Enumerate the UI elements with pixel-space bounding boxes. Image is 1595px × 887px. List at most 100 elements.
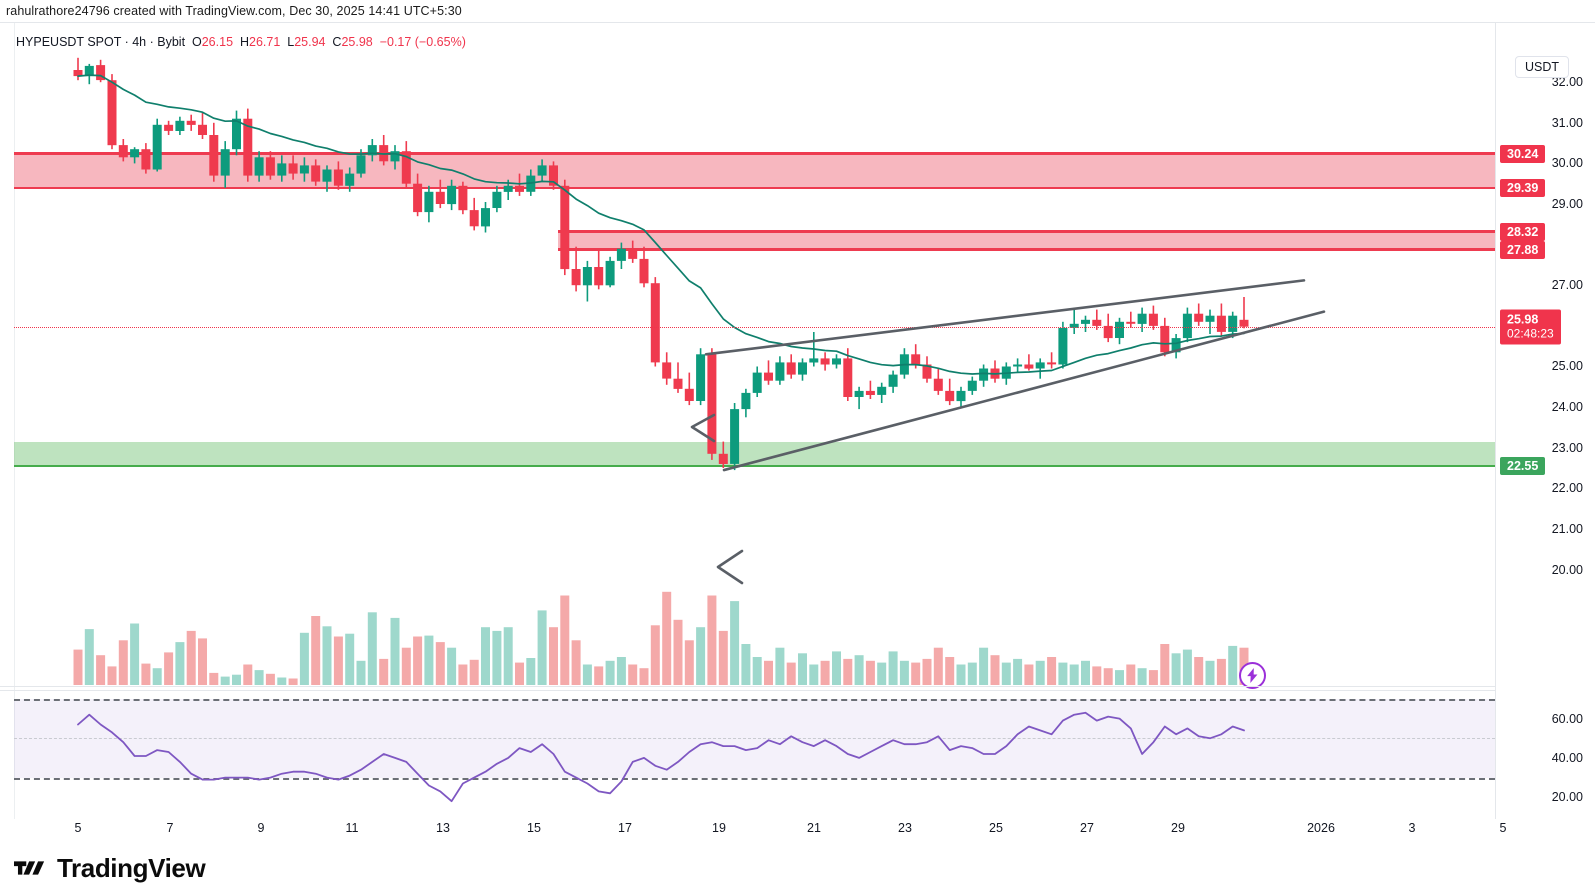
legend-exchange[interactable]: Bybit — [157, 35, 186, 49]
alert-bolt-badge[interactable] — [1239, 662, 1266, 689]
candle-body — [107, 80, 117, 146]
legend-high-key: H — [239, 35, 249, 49]
volume-bar — [956, 664, 966, 685]
arrow-left-lower-icon[interactable] — [716, 549, 744, 585]
last-price-value: 25.98 — [1507, 312, 1539, 327]
tradingview-logo[interactable]: TradingView — [14, 853, 206, 884]
resistance-zone-upper-bottom-line[interactable] — [14, 186, 1495, 190]
price-level-badge[interactable]: 22.55 — [1500, 456, 1546, 475]
volume-bar — [164, 652, 174, 685]
rising-wedge-lower-trendline[interactable] — [722, 310, 1326, 472]
footer-bar: TradingView — [0, 849, 1595, 887]
volume-bar — [718, 630, 728, 685]
resistance-zone-lower-top-line[interactable] — [558, 230, 1495, 233]
candle-body — [424, 191, 434, 213]
candle-body — [96, 65, 106, 81]
price-level-badge[interactable]: 29.39 — [1500, 179, 1546, 198]
candle-body — [141, 149, 151, 170]
volume-bar — [809, 664, 819, 685]
resistance-zone-lower[interactable] — [558, 231, 1495, 250]
candle-body — [1194, 313, 1204, 322]
volume-bar — [447, 647, 457, 685]
candle-body — [616, 248, 626, 261]
drawing-tools-layer[interactable] — [14, 23, 1495, 820]
candle-body — [198, 124, 207, 135]
candle-body — [718, 453, 728, 464]
candle-body — [1024, 364, 1034, 369]
candle-body — [164, 124, 174, 131]
chart-series-layer — [73, 57, 1249, 803]
candle-body — [232, 118, 241, 150]
volume-bar — [356, 660, 366, 685]
candle-body — [73, 70, 83, 77]
candle-body — [1216, 315, 1226, 332]
volume-bar — [1171, 653, 1181, 685]
legend-interval[interactable]: 4h — [132, 35, 147, 49]
legend-sep-2: · — [146, 35, 158, 49]
price-level-badge[interactable]: 28.32 — [1500, 222, 1546, 241]
legend-open-key: O — [192, 35, 202, 49]
candle-body — [435, 191, 445, 204]
candle-body — [956, 390, 966, 402]
volume-bar — [424, 635, 434, 685]
price-level-badge[interactable]: 27.88 — [1500, 240, 1546, 259]
resistance-zone-lower-bottom-line[interactable] — [558, 248, 1495, 251]
time-tick-label: 25 — [989, 821, 1003, 835]
time-axis[interactable]: 5 7 9 11 13 15 17 19 21 23 25 27 29 2026 3 5 — [0, 819, 1595, 849]
volume-bar — [1182, 649, 1192, 685]
volume-bar — [933, 647, 943, 685]
volume-bar — [1115, 670, 1124, 685]
candle-body — [356, 155, 366, 174]
volume-bar — [379, 658, 389, 685]
volume-bar — [967, 662, 977, 685]
volume-bar — [367, 612, 377, 685]
volume-bar — [1148, 670, 1158, 685]
candle-body — [764, 372, 773, 381]
arrow-left-upper-icon[interactable] — [690, 413, 716, 443]
candle-body — [865, 390, 875, 395]
support-zone-bottom-line[interactable] — [14, 464, 1495, 468]
volume-bar — [1160, 644, 1170, 685]
volume-bar — [1035, 660, 1045, 685]
volume-bar — [877, 662, 887, 685]
volume-bar — [311, 616, 321, 685]
chart-legend[interactable]: HYPEUSDT SPOT · 4h · Bybit O26.15 H26.71… — [16, 35, 466, 50]
time-tick-label: 19 — [712, 821, 726, 835]
candle-body — [1137, 313, 1147, 324]
volume-bar — [628, 664, 638, 685]
legend-close-key: C — [332, 35, 342, 49]
volume-bar — [752, 657, 762, 685]
legend-symbol[interactable]: HYPEUSDT SPOT — [16, 35, 122, 49]
candle-body — [809, 358, 819, 363]
candle-body — [458, 185, 468, 211]
currency-pill[interactable]: USDT — [1514, 56, 1569, 78]
resistance-zone-upper-top-line[interactable] — [14, 152, 1495, 155]
volume-bar — [345, 633, 355, 685]
volume-bar — [481, 627, 490, 685]
candle-body — [1228, 315, 1238, 332]
volume-bar — [741, 644, 751, 685]
candle-body — [311, 165, 321, 182]
candle-body — [1160, 325, 1170, 353]
time-tick-label: 23 — [898, 821, 912, 835]
candle-body — [84, 65, 94, 77]
candle-body — [367, 145, 377, 156]
candle-body — [1081, 319, 1090, 324]
candle-body — [1239, 319, 1249, 327]
candle-body — [696, 354, 706, 401]
rising-wedge-upper-trendline[interactable] — [704, 279, 1306, 356]
chart-plot-area[interactable] — [14, 23, 1495, 820]
volume-bar — [1205, 660, 1215, 685]
candle-body — [911, 354, 921, 365]
price-axis[interactable]: 32.00 31.00 30.00 29.00 27.00 25.00 24.00 23.00… — [1495, 23, 1595, 820]
price-level-badge[interactable]: 30.24 — [1500, 144, 1546, 163]
candle-body — [582, 267, 592, 286]
candle-body — [390, 151, 400, 162]
volume-bar — [979, 647, 989, 685]
volume-bar — [515, 662, 524, 685]
candle-body — [209, 135, 219, 176]
candle-body — [673, 378, 683, 389]
volume-bar — [1081, 660, 1090, 685]
last-price-badge[interactable]: 25.98 02:48:23 — [1500, 309, 1561, 345]
